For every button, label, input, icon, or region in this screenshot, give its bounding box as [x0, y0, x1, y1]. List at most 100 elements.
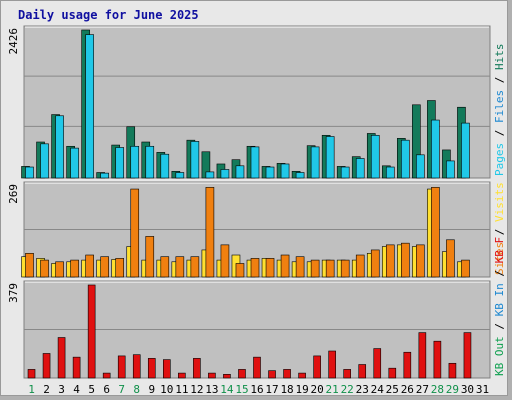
legend-separator-0-hits-files-pages: /: [493, 123, 506, 143]
bar-sites-day-25: [385, 244, 395, 278]
bar-kbf-day-26: [403, 351, 412, 379]
bar-files-day-11: [175, 172, 185, 179]
bar-files-day-18: [280, 163, 290, 179]
x-tick-day-22: 22: [341, 383, 354, 396]
bar-files-day-1: [25, 166, 34, 179]
bar-kbf-day-20: [313, 355, 321, 379]
bar-sites-day-3: [55, 261, 64, 278]
legend-separator-1-hits-files-pages: /: [493, 70, 506, 90]
bar-sites-day-26: [401, 242, 410, 278]
bar-sites-day-14: [220, 244, 230, 278]
x-tick-day-20: 20: [311, 383, 324, 396]
bar-kbf-day-17: [268, 370, 276, 379]
bar-files-day-5: [85, 34, 94, 179]
bar-kbf-day-21: [328, 350, 336, 379]
bar-sites-day-28: [431, 187, 440, 278]
x-tick-day-9: 9: [148, 383, 155, 396]
bar-files-day-24: [370, 134, 380, 179]
bar-files-day-25: [385, 166, 395, 179]
bar-kbf-day-29: [448, 362, 457, 379]
bar-sites-day-10: [160, 256, 170, 278]
bar-sites-day-18: [280, 254, 290, 278]
legend-sites: Sites: [493, 242, 506, 275]
bar-kbf-day-7: [117, 355, 126, 379]
x-tick-day-1: 1: [28, 383, 35, 396]
bar-files-day-21: [325, 136, 335, 179]
bar-files-day-12: [190, 141, 200, 179]
bar-sites-day-19: [295, 256, 305, 278]
bar-files-day-4: [70, 147, 79, 179]
bar-files-day-3: [55, 115, 64, 179]
bar-kbf-day-10: [163, 359, 171, 379]
bar-sites-day-17: [265, 258, 275, 278]
bar-files-day-29: [446, 160, 455, 179]
bar-sites-day-11: [175, 256, 185, 278]
bar-kbf-day-15: [238, 369, 246, 379]
bar-files-day-10: [160, 153, 170, 179]
bar-files-day-9: [145, 145, 155, 179]
x-tick-day-15: 15: [235, 383, 248, 396]
bar-sites-day-13: [205, 187, 215, 278]
bar-files-day-8: [130, 145, 140, 179]
bar-sites-day-30: [461, 259, 470, 278]
legend-separator-1-kbytes: /: [493, 263, 506, 283]
panel-hits-files-pages-max-label: 2426: [7, 28, 20, 55]
bar-sites-day-1: [25, 253, 34, 278]
bar-kbf-day-14: [223, 374, 231, 379]
bar-kbf-day-28: [433, 340, 442, 379]
bar-files-day-26: [401, 139, 410, 179]
bar-sites-day-6: [100, 256, 109, 278]
x-tick-day-27: 27: [416, 383, 429, 396]
bar-files-day-16: [250, 146, 260, 179]
legend-separator-0-kbytes: /: [493, 316, 506, 336]
x-tick-day-29: 29: [446, 383, 459, 396]
bar-sites-day-20: [310, 259, 320, 278]
x-tick-day-23: 23: [356, 383, 369, 396]
bar-files-day-20: [310, 146, 320, 179]
bar-sites-day-15: [235, 263, 245, 278]
bar-sites-day-9: [145, 236, 155, 278]
x-tick-day-30: 30: [461, 383, 474, 396]
bar-sites-day-8: [130, 188, 140, 278]
chart-title: Daily usage for June 2025: [18, 8, 199, 22]
bar-files-day-7: [115, 147, 125, 179]
bar-kbf-day-12: [193, 358, 201, 379]
bar-kbf-day-27: [418, 332, 427, 379]
x-tick-day-24: 24: [371, 383, 385, 396]
legend-separator-0-sites-visits: /: [493, 222, 506, 242]
bar-kbf-day-11: [178, 372, 186, 379]
x-tick-day-3: 3: [58, 383, 65, 396]
legend-hits: Hits: [493, 44, 506, 71]
bar-sites-day-12: [190, 256, 200, 278]
bar-kbf-day-6: [102, 372, 111, 379]
x-tick-day-13: 13: [205, 383, 218, 396]
bar-files-day-19: [295, 172, 305, 179]
bar-sites-day-2: [40, 259, 49, 278]
panel-sites-visits-legend: Sites / Visits: [493, 182, 506, 275]
bar-files-day-14: [220, 169, 230, 179]
bar-files-day-15: [235, 165, 245, 179]
x-tick-day-31: 31: [476, 383, 489, 396]
bar-kbf-day-3: [57, 337, 66, 379]
legend-kb-f: KB F: [493, 237, 506, 264]
bar-kbf-day-24: [373, 348, 382, 379]
bar-kbf-day-16: [253, 356, 261, 379]
bar-sites-day-29: [446, 239, 455, 278]
x-tick-day-17: 17: [265, 383, 278, 396]
x-tick-day-6: 6: [103, 383, 110, 396]
panel-kbytes-max-label: 379: [7, 283, 20, 303]
legend-kb-in: KB In: [493, 283, 506, 316]
legend-pages: Pages: [493, 143, 506, 176]
bar-kbf-day-23: [358, 364, 367, 379]
bar-files-day-17: [265, 166, 275, 179]
bar-files-day-6: [100, 172, 109, 179]
x-tick-day-4: 4: [73, 383, 80, 396]
panel-kbytes-legend: KB Out / KB In / KB F: [493, 237, 506, 376]
bar-sites-day-16: [250, 258, 260, 278]
bar-files-day-23: [355, 158, 365, 179]
x-tick-day-5: 5: [88, 383, 95, 396]
bar-sites-day-7: [115, 258, 125, 278]
panel-sites-visits-max-label: 269: [7, 184, 20, 204]
